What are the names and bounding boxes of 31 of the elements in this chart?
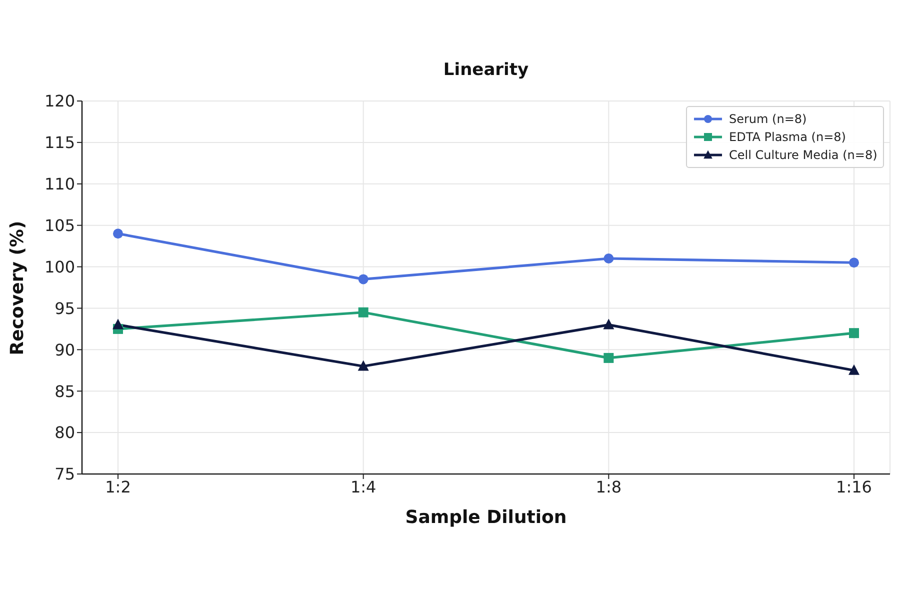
point	[113, 228, 123, 239]
y-tick-label: 75	[54, 464, 75, 484]
y-axis-title: Recovery (%)	[7, 220, 28, 355]
point	[849, 258, 859, 268]
x-tick-label: 1:8	[596, 477, 622, 496]
chart-title: Linearity	[442, 60, 530, 80]
y-tick-label: 120	[44, 92, 75, 111]
x-tick-label: 1:2	[105, 477, 131, 496]
point	[848, 364, 860, 375]
y-tick-label: 110	[44, 174, 75, 194]
x-tick-label: 1:16	[836, 477, 872, 496]
legend-label: Cell Culture Media (n=8)	[729, 148, 878, 162]
y-tick-label: 95	[54, 298, 75, 318]
point	[358, 360, 369, 371]
point	[604, 253, 614, 264]
x-axis-title: Sample Dilution	[404, 507, 568, 528]
point	[604, 352, 614, 363]
point	[358, 274, 368, 284]
x-tick-label: 1:4	[350, 477, 376, 496]
y-tick-label: 80	[54, 423, 75, 442]
y-tick-label: 115	[44, 133, 75, 152]
y-tick-label: 105	[44, 216, 75, 236]
y-tick-label: 85	[54, 382, 75, 401]
point	[358, 307, 368, 318]
point	[849, 328, 859, 338]
y-tick-label: 100	[44, 257, 75, 276]
legend-label: Serum (n=8)	[729, 112, 807, 126]
y-tick-label: 90	[54, 340, 75, 360]
legend-label: EDTA Plasma (n=8)	[729, 130, 846, 144]
point	[112, 318, 124, 330]
point	[603, 318, 614, 330]
